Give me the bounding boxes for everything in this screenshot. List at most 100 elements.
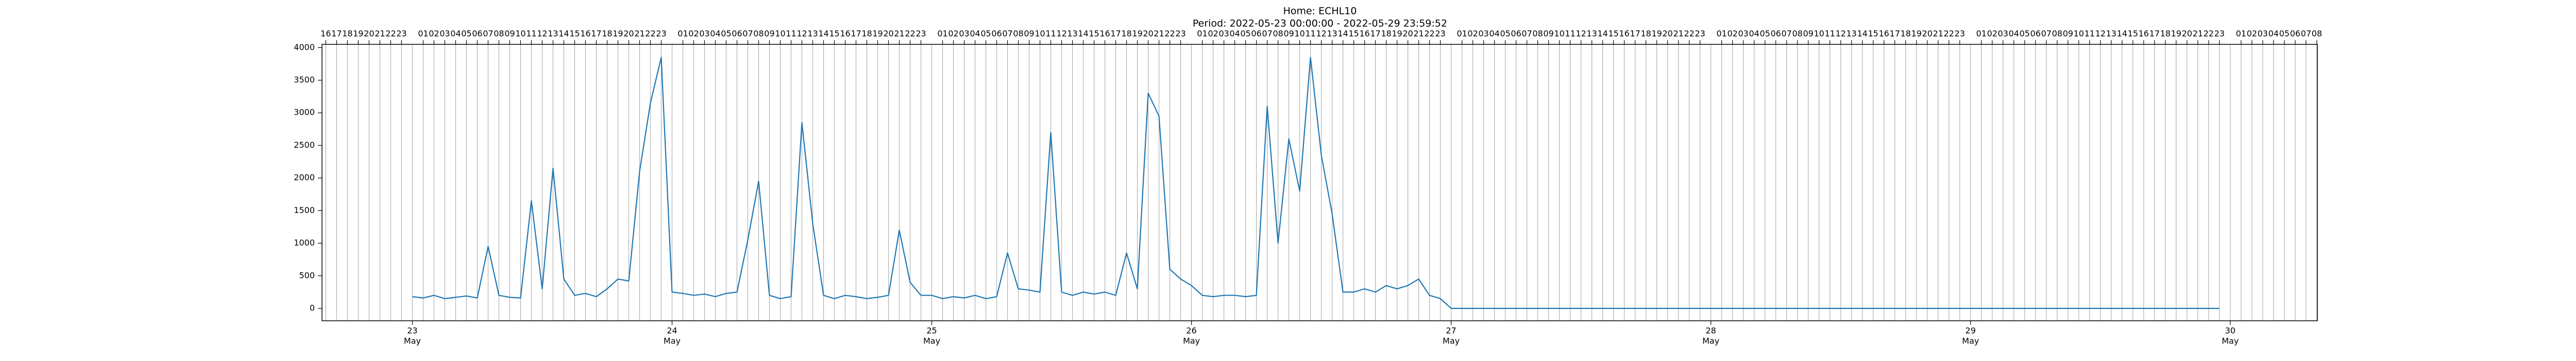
top-tick-label: 22 bbox=[385, 29, 396, 39]
top-tick-label: 14 bbox=[1337, 29, 1348, 39]
top-tick-label: 18 bbox=[342, 29, 352, 39]
top-tick-label: 22 bbox=[1944, 29, 1954, 39]
top-tick-label: 11 bbox=[2084, 29, 2095, 39]
top-tick-label: 03 bbox=[1218, 29, 1229, 39]
top-tick-label: 04 bbox=[970, 29, 980, 39]
top-tick-label: 07 bbox=[483, 29, 493, 39]
top-tick-label: 01 bbox=[1197, 29, 1207, 39]
x-tick-label: 23 bbox=[407, 326, 417, 336]
chart-title: Home: ECHL10 bbox=[1283, 6, 1357, 17]
x-tick-sublabel: May bbox=[664, 336, 681, 346]
top-tick-label: 06 bbox=[732, 29, 742, 39]
top-tick-label: 09 bbox=[2063, 29, 2073, 39]
top-tick-label: 03 bbox=[2258, 29, 2268, 39]
top-tick-label: 09 bbox=[1283, 29, 1294, 39]
top-tick-label: 09 bbox=[1024, 29, 1034, 39]
top-tick-label: 04 bbox=[1749, 29, 1759, 39]
top-tick-label: 04 bbox=[1229, 29, 1240, 39]
top-tick-label: 07 bbox=[1522, 29, 1532, 39]
top-tick-label: 18 bbox=[602, 29, 612, 39]
top-tick-label: 04 bbox=[2009, 29, 2019, 39]
data-line bbox=[412, 57, 2219, 309]
top-tick-label: 08 bbox=[1792, 29, 1803, 39]
x-tick-sublabel: May bbox=[1183, 336, 1200, 346]
top-tick-label: 15 bbox=[1348, 29, 1359, 39]
top-tick-label: 02 bbox=[2247, 29, 2257, 39]
top-tick-label: 03 bbox=[959, 29, 969, 39]
top-tick-label: 22 bbox=[1425, 29, 1435, 39]
chart-subtitle: Period: 2022-05-23 00:00:00 - 2022-05-29… bbox=[1193, 18, 1447, 29]
top-tick-label: 08 bbox=[1273, 29, 1283, 39]
top-tick-label: 17 bbox=[591, 29, 601, 39]
top-tick-label: 22 bbox=[905, 29, 915, 39]
top-tick-label: 19 bbox=[1392, 29, 1402, 39]
x-tick-label: 27 bbox=[1446, 326, 1456, 336]
top-tick-label: 14 bbox=[558, 29, 569, 39]
top-tick-label: 04 bbox=[450, 29, 461, 39]
top-tick-label: 13 bbox=[1587, 29, 1597, 39]
x-tick-label: 29 bbox=[1965, 326, 1976, 336]
top-tick-label: 02 bbox=[1727, 29, 1738, 39]
top-tick-label: 07 bbox=[1262, 29, 1272, 39]
x-tick-label: 30 bbox=[2225, 326, 2235, 336]
top-tick-label: 15 bbox=[829, 29, 839, 39]
top-tick-label: 12 bbox=[2095, 29, 2106, 39]
y-tick-label: 4000 bbox=[294, 42, 315, 52]
top-tick-label: 18 bbox=[2160, 29, 2171, 39]
top-tick-label: 18 bbox=[1381, 29, 1391, 39]
top-tick-label: 20 bbox=[1663, 29, 1673, 39]
top-tick-label: 13 bbox=[1067, 29, 1077, 39]
top-tick-label: 19 bbox=[872, 29, 883, 39]
top-tick-label: 19 bbox=[353, 29, 363, 39]
top-tick-label: 19 bbox=[1132, 29, 1142, 39]
top-tick-label: 19 bbox=[1652, 29, 1662, 39]
top-tick-label: 15 bbox=[1868, 29, 1878, 39]
top-tick-label: 08 bbox=[494, 29, 504, 39]
top-tick-label: 16 bbox=[1879, 29, 1889, 39]
top-tick-label: 21 bbox=[894, 29, 904, 39]
top-tick-label: 07 bbox=[1002, 29, 1012, 39]
top-tick-label: 15 bbox=[2128, 29, 2138, 39]
top-tick-label: 21 bbox=[1933, 29, 1943, 39]
top-tick-label: 10 bbox=[515, 29, 526, 39]
y-tick-label: 2000 bbox=[294, 173, 315, 183]
top-tick-label: 02 bbox=[1208, 29, 1218, 39]
top-tick-label: 22 bbox=[645, 29, 655, 39]
top-tick-label: 07 bbox=[742, 29, 753, 39]
top-tick-label: 20 bbox=[1402, 29, 1413, 39]
top-tick-label: 03 bbox=[1738, 29, 1749, 39]
top-tick-label: 12 bbox=[1576, 29, 1586, 39]
top-tick-label: 21 bbox=[2193, 29, 2203, 39]
top-tick-label: 08 bbox=[2312, 29, 2322, 39]
top-tick-label: 07 bbox=[2301, 29, 2311, 39]
top-tick-label: 22 bbox=[1164, 29, 1175, 39]
top-tick-label: 05 bbox=[1760, 29, 1770, 39]
top-tick-label: 05 bbox=[980, 29, 991, 39]
top-tick-label: 02 bbox=[948, 29, 958, 39]
top-tick-label: 10 bbox=[2074, 29, 2084, 39]
top-tick-label: 12 bbox=[1836, 29, 1846, 39]
top-tick-label: 04 bbox=[1489, 29, 1500, 39]
top-tick-label: 10 bbox=[1035, 29, 1045, 39]
top-tick-label: 06 bbox=[1251, 29, 1261, 39]
top-tick-label: 16 bbox=[1099, 29, 1110, 39]
top-tick-label: 07 bbox=[2041, 29, 2052, 39]
top-tick-label: 16 bbox=[320, 29, 331, 39]
top-tick-label: 02 bbox=[1987, 29, 1997, 39]
top-tick-label: 06 bbox=[472, 29, 482, 39]
top-tick-label: 01 bbox=[418, 29, 428, 39]
plot-frame bbox=[321, 44, 2318, 321]
top-tick-label: 06 bbox=[1511, 29, 1521, 39]
x-tick-label: 26 bbox=[1186, 326, 1196, 336]
top-tick-label: 12 bbox=[1316, 29, 1326, 39]
x-tick-sublabel: May bbox=[1962, 336, 1979, 346]
top-tick-label: 12 bbox=[1056, 29, 1066, 39]
top-tick-label: 20 bbox=[2182, 29, 2192, 39]
top-tick-label: 13 bbox=[807, 29, 818, 39]
top-tick-label: 06 bbox=[1771, 29, 1781, 39]
top-tick-label: 05 bbox=[461, 29, 471, 39]
top-tick-label: 18 bbox=[1641, 29, 1651, 39]
top-tick-label: 23 bbox=[1435, 29, 1446, 39]
top-tick-label: 13 bbox=[2106, 29, 2116, 39]
